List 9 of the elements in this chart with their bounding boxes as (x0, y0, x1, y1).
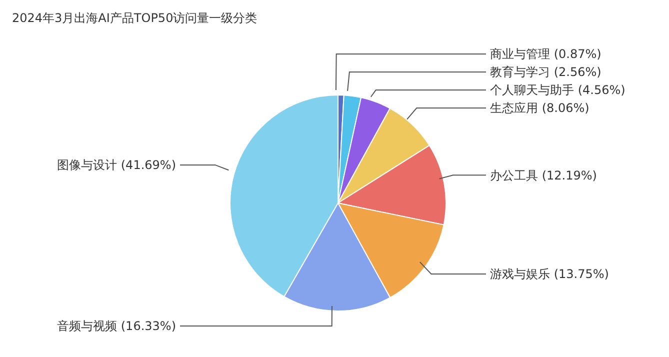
slice-label: 商业与管理 (0.87%) (490, 47, 602, 62)
slice-label: 教育与学习 (2.56%) (490, 65, 602, 80)
slice-label: 办公工具 (12.19%) (490, 168, 597, 182)
slice-label: 音频与视频 (16.33%) (57, 319, 176, 334)
slice-label: 图像与设计 (41.69%) (57, 158, 176, 172)
slice-label: 生态应用 (8.06%) (490, 101, 590, 116)
slice-label: 游戏与娱乐 (13.75%) (490, 267, 609, 282)
chart-title: 2024年3月出海AI产品TOP50访问量一级分类 (12, 10, 258, 27)
slice-label: 个人聊天与助手 (4.56%) (490, 83, 626, 98)
